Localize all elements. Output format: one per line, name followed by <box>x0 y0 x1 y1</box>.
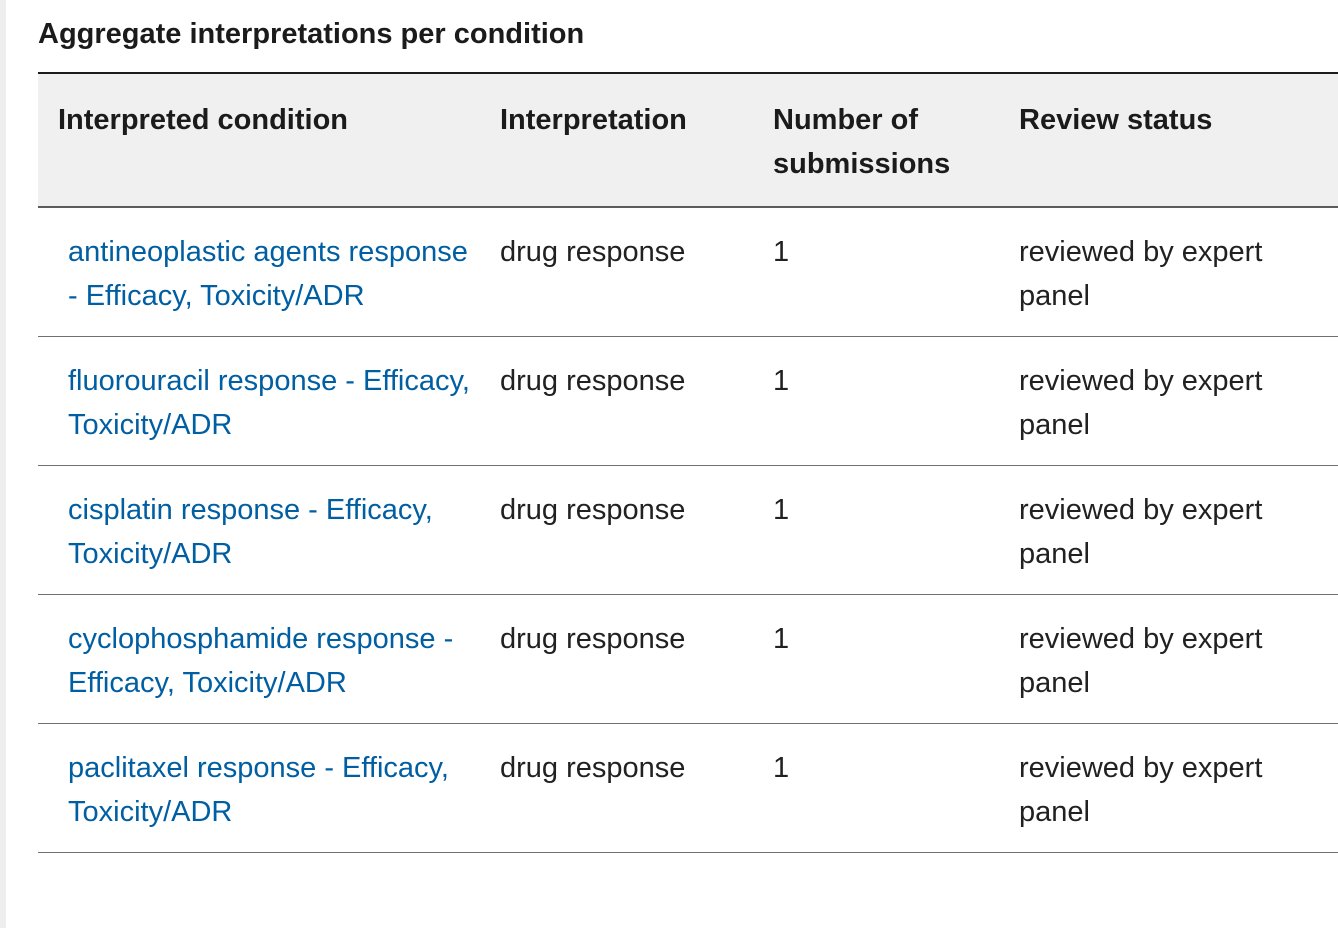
table-row: cyclophosphamide response - Efficacy, To… <box>38 595 1338 724</box>
condition-cell: paclitaxel response - Efficacy, Toxicity… <box>38 724 480 853</box>
review-status-cell: reviewed by expert panel <box>1019 365 1263 441</box>
review-status-cell: reviewed by expert panel <box>1019 494 1263 570</box>
section-title: Aggregate interpretations per condition <box>38 18 585 50</box>
condition-link[interactable]: antineoplastic agents response - Efficac… <box>68 236 468 312</box>
table-row: fluorouracil response - Efficacy, Toxici… <box>38 337 1338 466</box>
condition-link[interactable]: cyclophosphamide response - Efficacy, To… <box>68 623 454 699</box>
condition-link[interactable]: paclitaxel response - Efficacy, Toxicity… <box>68 752 449 828</box>
review-status-cell: reviewed by expert panel <box>1019 623 1263 699</box>
condition-link[interactable]: cisplatin response - Efficacy, Toxicity/… <box>68 494 433 570</box>
condition-cell: cisplatin response - Efficacy, Toxicity/… <box>38 466 480 595</box>
review-status-cell: reviewed by expert panel <box>1019 236 1263 312</box>
condition-link[interactable]: fluorouracil response - Efficacy, Toxici… <box>68 365 470 441</box>
condition-cell: antineoplastic agents response - Efficac… <box>38 207 480 337</box>
header-interpreted-condition: Interpreted condition <box>58 104 348 136</box>
table-row: antineoplastic agents response - Efficac… <box>38 207 1338 337</box>
header-interpretation: Interpretation <box>500 104 687 136</box>
submissions-cell: 1 <box>773 494 790 526</box>
interpretation-cell: drug response <box>500 623 686 655</box>
table-row: cisplatin response - Efficacy, Toxicity/… <box>38 466 1338 595</box>
table-body: antineoplastic agents response - Efficac… <box>38 207 1338 853</box>
interpretation-cell: drug response <box>500 752 686 784</box>
interpretation-cell: drug response <box>500 236 686 268</box>
submissions-cell: 1 <box>773 623 790 655</box>
review-status-cell: reviewed by expert panel <box>1019 752 1263 828</box>
left-border <box>0 0 6 928</box>
interpretation-cell: drug response <box>500 494 686 526</box>
table-header-row: Interpreted condition Interpretation Num… <box>38 73 1338 207</box>
submissions-cell: 1 <box>773 365 790 397</box>
aggregate-interpretations-table: Interpreted condition Interpretation Num… <box>38 72 1338 853</box>
submissions-cell: 1 <box>773 236 790 268</box>
interpretation-cell: drug response <box>500 365 686 397</box>
condition-cell: fluorouracil response - Efficacy, Toxici… <box>38 337 480 466</box>
submissions-cell: 1 <box>773 752 790 784</box>
header-number-of-submissions: Number of submissions <box>773 104 951 180</box>
header-review-status: Review status <box>1019 104 1213 136</box>
condition-cell: cyclophosphamide response - Efficacy, To… <box>38 595 480 724</box>
table-header: Interpreted condition Interpretation Num… <box>38 73 1338 207</box>
table-row: paclitaxel response - Efficacy, Toxicity… <box>38 724 1338 853</box>
